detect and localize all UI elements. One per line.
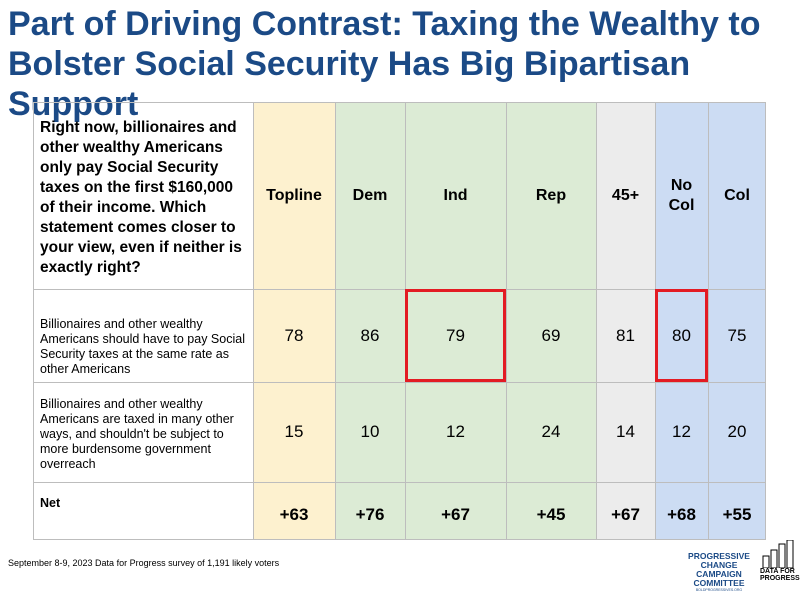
column-header-topline: Topline	[266, 186, 322, 204]
cell-r0-col: 75	[727, 325, 747, 345]
results-table: Right now, billionaires and other wealth…	[33, 102, 766, 540]
row-divider	[33, 482, 766, 483]
column-divider	[596, 102, 597, 540]
cell-r2-topline: +63	[279, 505, 309, 524]
column-bg-ind	[405, 102, 506, 540]
column-divider	[335, 102, 336, 540]
column-header-rep: Rep	[535, 186, 567, 204]
column-header-no-col: No Col	[668, 176, 695, 214]
column-header-ind: Ind	[443, 186, 468, 204]
column-divider	[708, 102, 709, 540]
row-divider	[33, 289, 766, 290]
title-line-1: Part of Driving Contrast: Taxing the Wea…	[8, 5, 761, 43]
row-divider	[33, 102, 766, 103]
cell-r2-no-col: +68	[667, 505, 696, 524]
cell-r1-rep: 24	[541, 422, 561, 441]
bar-chart-icon	[762, 540, 794, 568]
cell-r1-topline: 15	[284, 422, 304, 441]
source-note: September 8-9, 2023 Data for Progress su…	[8, 558, 280, 568]
cell-r1-dem: 10	[360, 422, 380, 441]
cell-r0-no-col: 80	[672, 325, 691, 345]
row-label-same-rate: Billionaires and other wealthy Americans…	[40, 317, 245, 376]
cell-r1-col: 20	[727, 422, 747, 441]
title-line-2: Bolster Social Security Has Big Bipartis…	[8, 45, 691, 123]
cell-r2-dem: +76	[355, 505, 385, 524]
row-divider	[33, 539, 766, 540]
column-bg-topline	[253, 102, 335, 540]
data-for-progress-logo: DATA FOR PROGRESS	[760, 540, 800, 582]
column-bg-rep	[506, 102, 596, 540]
page-title: Part of Driving Contrast: Taxing the Wea…	[8, 4, 793, 124]
pccc-logo: PROGRESSIVE CHANGE CAMPAIGN COMMITTEE BO…	[688, 551, 750, 593]
column-bg-dem	[335, 102, 405, 540]
column-divider	[33, 102, 34, 540]
row-divider	[33, 382, 766, 383]
row-label-taxed-other-ways: Billionaires and other wealthy Americans…	[40, 397, 234, 471]
row-label-net: Net	[40, 496, 61, 510]
cell-r0-45: 81	[616, 325, 635, 345]
cell-r0-topline: 78	[284, 325, 304, 345]
column-bg-col	[708, 102, 766, 540]
question-text: Right now, billionaires and other wealth…	[40, 119, 242, 276]
column-header-45: 45+	[611, 186, 640, 204]
column-divider	[765, 102, 766, 540]
highlight-box-no-col	[655, 289, 708, 382]
column-bg-45	[596, 102, 655, 540]
column-header-dem: Dem	[352, 186, 388, 204]
cell-r2-ind: +67	[441, 505, 470, 524]
column-bg-no-col	[655, 102, 708, 540]
column-divider	[506, 102, 507, 540]
cell-r0-dem: 86	[360, 325, 380, 345]
cell-r1-ind: 12	[446, 422, 465, 441]
cell-r2-rep: +45	[536, 505, 566, 524]
cell-r2-45: +67	[611, 505, 640, 524]
cell-r1-45: 14	[616, 422, 635, 441]
cell-r1-no-col: 12	[672, 422, 691, 441]
highlight-box-ind	[405, 289, 506, 382]
cell-r2-col: +55	[722, 505, 752, 524]
cell-r0-ind: 79	[446, 325, 465, 345]
column-divider	[253, 102, 254, 540]
cell-r0-rep: 69	[541, 325, 561, 345]
column-header-col: Col	[724, 186, 750, 204]
